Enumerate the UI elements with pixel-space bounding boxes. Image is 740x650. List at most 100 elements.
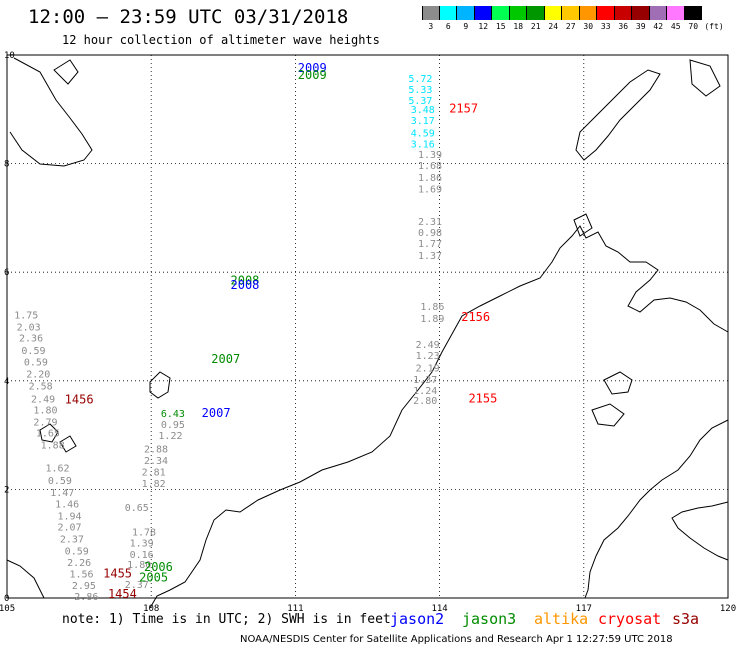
colorbar-swatch [562, 6, 580, 20]
wave-height-value: 1.94 [57, 511, 81, 522]
wave-height-value: 2.86 [74, 592, 98, 603]
wave-height-value: 1.37 [418, 251, 442, 262]
wave-height-value: 1.39 [130, 538, 154, 549]
pass-time-label: 2155 [468, 392, 497, 406]
latitude-tick-label: 2 [4, 485, 9, 495]
coastline [689, 59, 721, 97]
colorbar-label: 9 [463, 22, 469, 31]
colorbar-label: 24 [548, 22, 559, 31]
wave-height-value: 0.59 [48, 476, 72, 487]
credit-line: NOAA/NESDIS Center for Satellite Applica… [240, 634, 673, 645]
colorbar-swatch [632, 6, 650, 20]
coastline [575, 69, 661, 161]
colorbar-swatch [474, 6, 492, 20]
colorbar-label: 45 [670, 22, 681, 31]
wave-height-value: 1.89 [420, 314, 444, 325]
colorbar-label: 27 [565, 22, 576, 31]
coastline [59, 435, 77, 453]
coastline [573, 213, 593, 237]
colorbar-label: 6 [445, 22, 451, 31]
coastline [149, 371, 171, 399]
coastline [584, 419, 729, 599]
legend-entry: jason2 [390, 610, 445, 628]
map-title: 12:00 – 23:59 UTC 03/31/2018 [28, 6, 349, 28]
pass-time-label: 2008 [231, 278, 260, 292]
pass-time-label: 1455 [103, 566, 132, 580]
coastline [53, 59, 79, 85]
legend-entry: s3a [672, 610, 700, 628]
wave-height-value: 5.72 [408, 74, 432, 85]
pass-time-label: 2007 [211, 352, 240, 366]
pass-time-label: 1456 [65, 393, 94, 407]
wave-height-value: 5.33 [408, 85, 432, 96]
latitude-tick-label: 8 [4, 160, 9, 170]
pass-time-label: 2006 [144, 560, 173, 574]
colorbar-label: 70 [688, 22, 699, 31]
wave-height-value: 1.47 [50, 488, 74, 499]
wave-height-value: 1.82 [142, 479, 166, 490]
wave-height-value: 2.49 [416, 340, 440, 351]
wave-height-value: 2.34 [144, 456, 168, 467]
map-frame [6, 54, 729, 599]
wave-height-value: 0.59 [24, 358, 48, 369]
wave-height-value: 1.24 [413, 386, 437, 397]
wave-height-value: 0.65 [125, 503, 149, 514]
wave-height-value: 2.88 [144, 444, 168, 455]
coastline [6, 559, 45, 599]
pass-time-label: 2156 [461, 310, 490, 324]
pass-time-label: 2157 [449, 102, 478, 116]
longitude-tick-label: 117 [576, 604, 592, 614]
wave-height-value: 5.37 [408, 96, 432, 107]
wave-height-value: 1.23 [416, 351, 440, 362]
wave-height-value: 1.46 [55, 499, 79, 510]
wave-height-value: 2.31 [418, 217, 442, 228]
colorbar-label: 42 [653, 22, 664, 31]
wave-height-value: 0.59 [65, 547, 89, 558]
coastline [671, 501, 729, 561]
colorbar-label: 33 [600, 22, 611, 31]
longitude-tick-label: 105 [0, 604, 15, 614]
wave-height-value: 3.17 [411, 116, 435, 127]
wave-height-value: 2.49 [31, 395, 55, 406]
wave-height-value: 1.56 [69, 569, 93, 580]
wave-height-value: 2.95 [72, 581, 96, 592]
colorbar-swatch [614, 6, 632, 20]
pass-time-label: 2009 [298, 61, 327, 75]
wave-height-value: 1.37 [413, 375, 437, 386]
pass-time-label: 2008 [231, 274, 260, 288]
wave-height-value: 2.07 [57, 523, 81, 534]
wave-height-value: 1.86 [420, 302, 444, 313]
pass-time-label: 2005 [139, 571, 168, 585]
coastline [149, 225, 729, 609]
legend-entry: cryosat [598, 610, 662, 628]
wave-height-value: 1.65 [36, 429, 60, 440]
colorbar-swatch [649, 6, 667, 20]
colorbar-swatch [509, 6, 527, 20]
wave-height-value: 1.75 [14, 310, 38, 321]
longitude-tick-label: 114 [431, 604, 447, 614]
wave-height-value: 2.79 [33, 417, 57, 428]
legend-entry: altika [534, 610, 589, 628]
colorbar-swatch [684, 6, 702, 20]
legend-entry: jason3 [462, 610, 517, 628]
colorbar-label: 39 [635, 22, 646, 31]
colorbar-swatch [597, 6, 615, 20]
wave-height-value: 2.37 [60, 535, 84, 546]
colorbar-label: 36 [618, 22, 629, 31]
wave-height-value: 2.81 [142, 467, 166, 478]
colorbar-swatch [422, 6, 440, 20]
wave-height-value: 1.77 [418, 239, 442, 250]
longitude-tick-label: 120 [720, 604, 736, 614]
colorbar-swatch [527, 6, 545, 20]
colorbar-label: 30 [583, 22, 594, 31]
colorbar-swatch [544, 6, 562, 20]
colorbar-swatch [457, 6, 475, 20]
wave-height-value: 2.19 [416, 364, 440, 375]
longitude-tick-label: 108 [143, 604, 159, 614]
wave-height-value: 1.80 [33, 405, 57, 416]
wave-height-value: 0.59 [21, 346, 45, 357]
colorbar-swatch [667, 6, 685, 20]
colorbar-label: 3 [428, 22, 434, 31]
wave-height-value: 1.68 [418, 161, 442, 172]
wave-height-value: 1.80 [127, 560, 151, 571]
